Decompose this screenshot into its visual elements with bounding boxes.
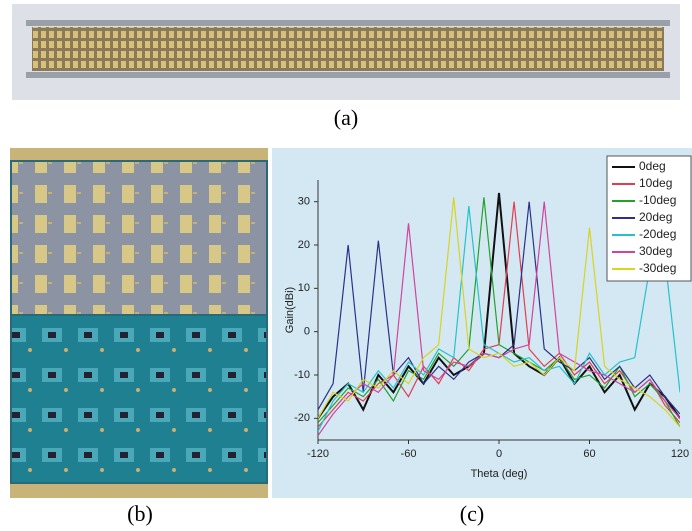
photo-b-circuit (12, 316, 266, 482)
caption: (b) (127, 501, 153, 526)
legend-label: 20deg (639, 210, 672, 224)
legend-label: -30deg (639, 261, 676, 275)
x-axis-label: Theta (deg) (471, 468, 528, 480)
photo-b-edge (10, 148, 268, 160)
x-tick-label: -120 (307, 448, 329, 460)
x-tick-label: 60 (583, 448, 595, 460)
legend-label: 0deg (639, 159, 666, 173)
photo-b-edge (10, 484, 268, 498)
y-axis-label: Gain(dBi) (284, 287, 296, 333)
y-tick-label: 0 (304, 326, 310, 338)
y-tick-label: -10 (294, 369, 310, 381)
caption: (c) (460, 501, 484, 526)
y-tick-label: 10 (298, 282, 310, 294)
photo-a-rail (26, 72, 670, 78)
legend-label: 10deg (639, 176, 672, 190)
x-tick-label: 0 (496, 448, 502, 460)
photo-a-array (32, 27, 664, 71)
y-tick-label: 30 (298, 196, 310, 208)
figure: (a) (b) -120 -60 0 60 120 -20 -10 0 10 20 30 Theta … (0, 0, 692, 531)
legend-label: -20deg (639, 227, 676, 241)
x-tick-label: -60 (401, 448, 417, 460)
legend-label: 30deg (639, 244, 672, 258)
caption: (a) (334, 105, 358, 130)
photo-b-antennas (12, 162, 266, 314)
x-tick-label: 120 (671, 448, 689, 460)
y-tick-label: -20 (294, 412, 310, 424)
photo-a-rail (26, 20, 670, 26)
y-tick-label: 20 (298, 239, 310, 251)
legend-label: -10deg (639, 193, 676, 207)
